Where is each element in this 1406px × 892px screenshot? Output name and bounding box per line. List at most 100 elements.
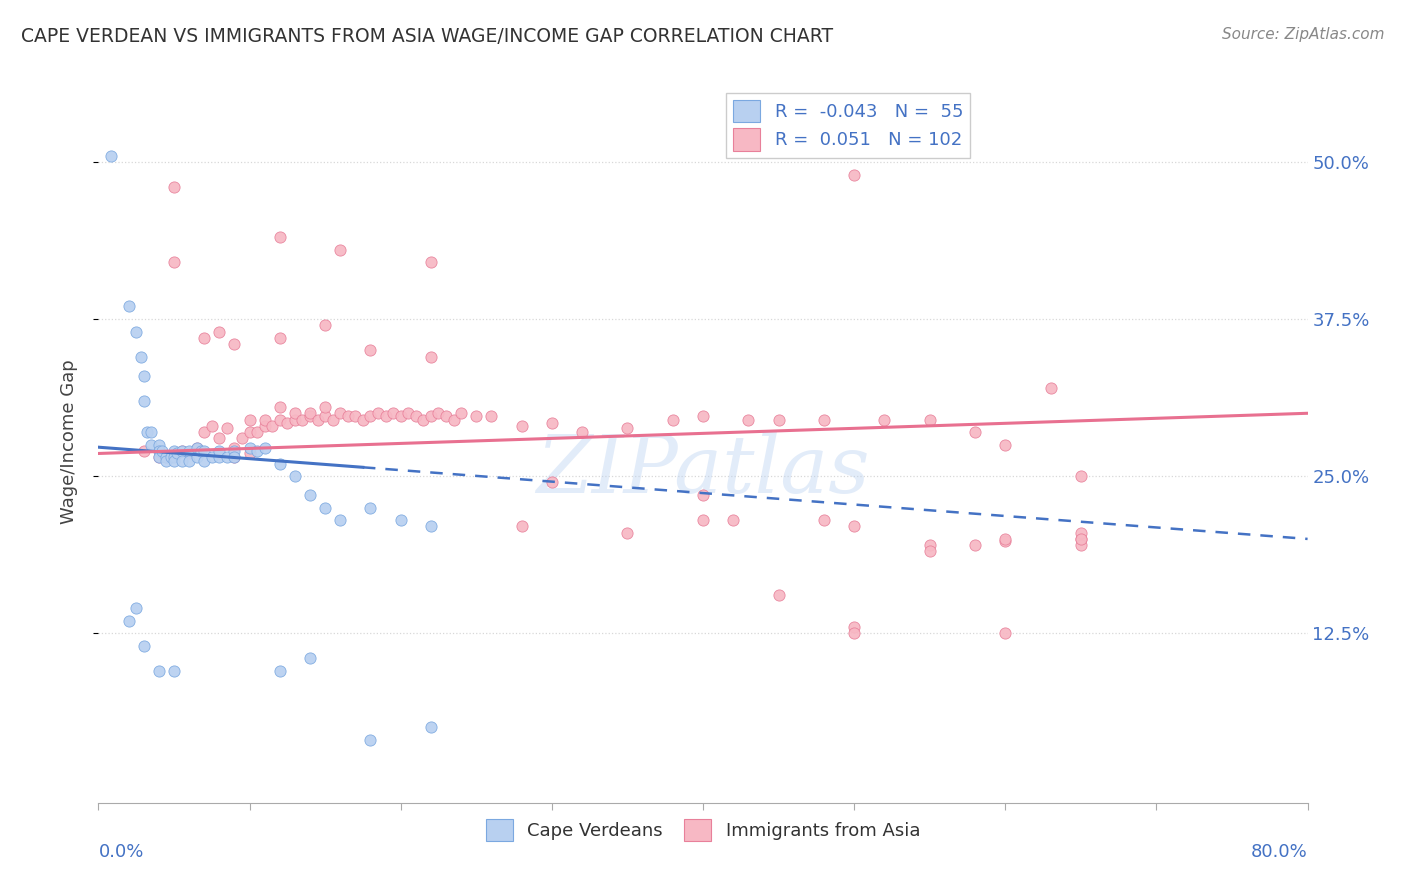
Point: [314, 400, 336, 414]
Point: [141, 438, 163, 452]
Point: [360, 733, 382, 747]
Point: [276, 417, 298, 431]
Point: [434, 409, 457, 423]
Point: [420, 255, 443, 269]
Point: [186, 450, 208, 465]
Point: [540, 475, 562, 490]
Point: [360, 409, 382, 423]
Point: [1070, 532, 1092, 546]
Point: [450, 406, 472, 420]
Point: [389, 409, 412, 423]
Point: [125, 601, 148, 615]
Point: [299, 409, 322, 423]
Point: [141, 425, 163, 439]
Point: [768, 589, 790, 603]
Point: [201, 450, 224, 465]
Point: [844, 168, 866, 182]
Point: [420, 519, 443, 533]
Point: [253, 418, 276, 433]
Point: [661, 412, 683, 426]
Point: [186, 442, 208, 456]
Point: [179, 454, 201, 468]
Point: [132, 368, 155, 383]
Point: [208, 450, 231, 465]
Point: [427, 406, 450, 420]
Point: [873, 412, 896, 426]
Point: [571, 425, 593, 439]
Point: [284, 412, 307, 426]
Point: [329, 243, 352, 257]
Point: [481, 409, 503, 423]
Point: [692, 513, 714, 527]
Point: [155, 454, 177, 468]
Point: [208, 431, 231, 445]
Point: [179, 446, 201, 460]
Point: [844, 519, 866, 533]
Point: [246, 425, 269, 439]
Point: [118, 300, 141, 314]
Point: [723, 513, 745, 527]
Point: [224, 442, 246, 456]
Point: [132, 639, 155, 653]
Text: 0.0%: 0.0%: [98, 843, 143, 861]
Point: [170, 444, 193, 458]
Legend: Cape Verdeans, Immigrants from Asia: Cape Verdeans, Immigrants from Asia: [478, 812, 928, 848]
Point: [166, 446, 188, 460]
Point: [420, 720, 443, 734]
Point: [692, 409, 714, 423]
Y-axis label: Wage/Income Gap: Wage/Income Gap: [59, 359, 77, 524]
Point: [314, 409, 336, 423]
Point: [193, 454, 215, 468]
Point: [148, 664, 170, 678]
Point: [918, 538, 941, 552]
Text: Source: ZipAtlas.com: Source: ZipAtlas.com: [1222, 27, 1385, 42]
Text: CAPE VERDEAN VS IMMIGRANTS FROM ASIA WAGE/INCOME GAP CORRELATION CHART: CAPE VERDEAN VS IMMIGRANTS FROM ASIA WAG…: [21, 27, 834, 45]
Point: [125, 325, 148, 339]
Point: [231, 431, 253, 445]
Point: [253, 442, 276, 456]
Point: [329, 513, 352, 527]
Point: [208, 444, 231, 458]
Point: [163, 450, 186, 465]
Point: [352, 412, 374, 426]
Point: [813, 412, 835, 426]
Point: [132, 444, 155, 458]
Point: [420, 409, 443, 423]
Point: [208, 325, 231, 339]
Point: [405, 409, 427, 423]
Point: [918, 412, 941, 426]
Point: [269, 412, 291, 426]
Point: [215, 450, 238, 465]
Point: [269, 457, 291, 471]
Point: [299, 406, 322, 420]
Point: [994, 438, 1017, 452]
Point: [208, 446, 231, 460]
Point: [412, 412, 434, 426]
Point: [692, 488, 714, 502]
Point: [844, 620, 866, 634]
Point: [918, 544, 941, 558]
Point: [224, 450, 246, 465]
Point: [737, 412, 759, 426]
Point: [336, 409, 359, 423]
Point: [389, 513, 412, 527]
Point: [179, 444, 201, 458]
Point: [284, 469, 307, 483]
Point: [314, 500, 336, 515]
Point: [965, 538, 987, 552]
Point: [262, 418, 284, 433]
Point: [269, 230, 291, 244]
Point: [269, 664, 291, 678]
Point: [1070, 525, 1092, 540]
Point: [148, 444, 170, 458]
Point: [163, 180, 186, 194]
Point: [420, 350, 443, 364]
Point: [239, 425, 262, 439]
Text: 80.0%: 80.0%: [1251, 843, 1308, 861]
Point: [269, 400, 291, 414]
Point: [994, 626, 1017, 640]
Point: [163, 255, 186, 269]
Point: [239, 446, 262, 460]
Point: [163, 664, 186, 678]
Point: [193, 425, 215, 439]
